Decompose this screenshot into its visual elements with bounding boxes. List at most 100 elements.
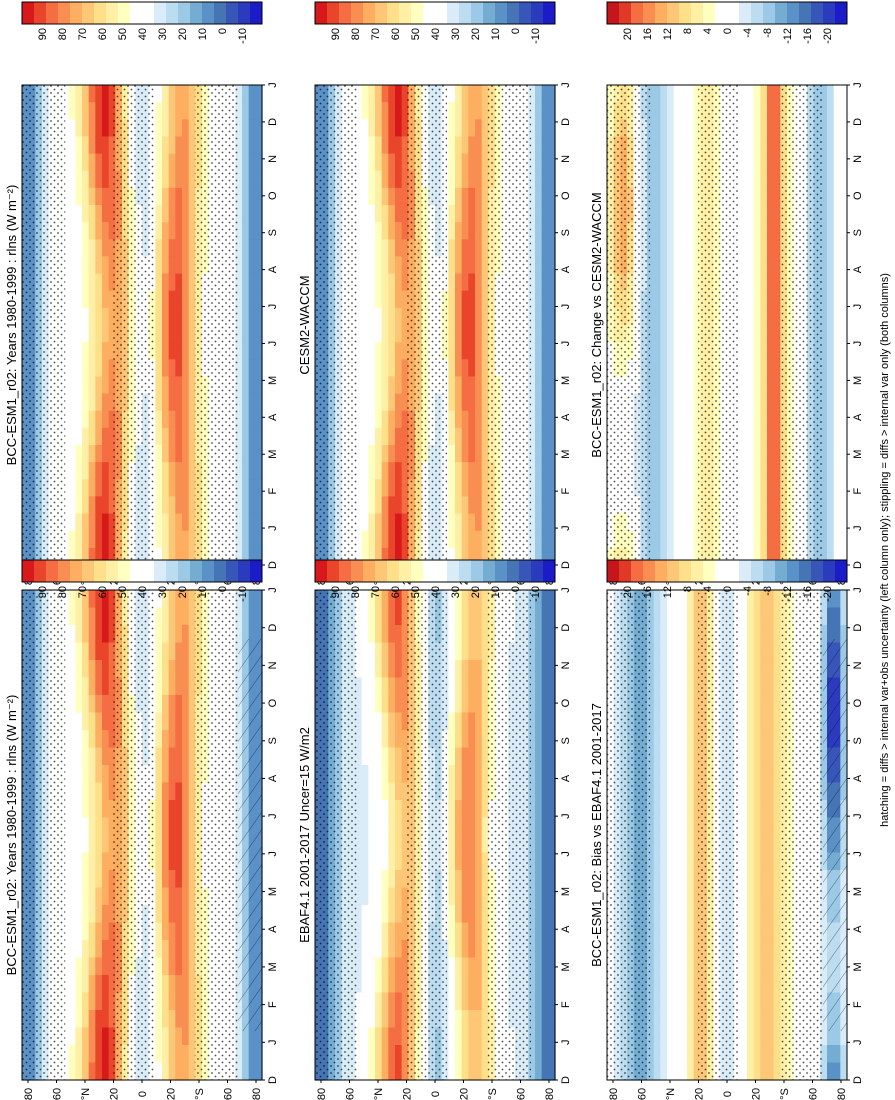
heatmap-cell xyxy=(840,153,848,172)
heatmap-cell xyxy=(75,170,83,189)
heatmap-cell xyxy=(188,957,196,976)
heatmap-cell xyxy=(395,730,403,749)
heatmap-cell xyxy=(833,290,841,309)
heatmap-cell xyxy=(740,325,748,343)
heatmap-cell xyxy=(68,975,76,994)
heatmap-cell xyxy=(188,376,196,395)
heatmap-cell xyxy=(455,922,463,941)
heatmap-cell xyxy=(182,730,190,749)
heatmap-cell xyxy=(235,462,243,480)
colorbar-label: 40 xyxy=(137,28,149,40)
heatmap-cell xyxy=(75,496,83,515)
heatmap-cell xyxy=(840,222,848,240)
heatmap-cell xyxy=(388,870,396,889)
heatmap-cell xyxy=(760,479,768,498)
colorbar-label: 80 xyxy=(57,28,69,40)
heatmap-cell xyxy=(535,187,543,206)
heatmap-cell xyxy=(102,782,110,801)
heatmap-cell xyxy=(381,222,389,240)
heatmap-cell xyxy=(82,677,90,696)
heatmap-cell xyxy=(82,136,90,155)
heatmap-cell xyxy=(75,102,83,120)
heatmap-cell xyxy=(182,835,190,854)
heatmap-cell xyxy=(395,239,403,258)
heatmap-cell xyxy=(660,307,668,326)
heatmap-cell xyxy=(108,273,116,292)
heatmap-cell xyxy=(242,376,250,395)
heatmap-cell xyxy=(653,239,661,258)
heatmap-cell xyxy=(375,817,383,836)
heatmap-cell xyxy=(368,359,376,378)
heatmap-cell xyxy=(82,325,90,343)
heatmap-cell xyxy=(401,445,409,463)
heatmap-cell xyxy=(95,393,103,412)
heatmap-cell xyxy=(693,222,701,240)
heatmap-cell xyxy=(448,660,456,679)
heatmap-cell xyxy=(75,153,83,172)
heatmap-cell xyxy=(455,445,463,463)
heatmap-cell xyxy=(673,205,681,223)
heatmap-cell xyxy=(647,187,655,206)
month-tick-label: J xyxy=(267,82,279,88)
heatmap-cell xyxy=(461,119,469,138)
heatmap-cell xyxy=(667,479,675,498)
heatmap-cell xyxy=(355,222,363,240)
heatmap-cell xyxy=(235,376,243,395)
heatmap-cell xyxy=(155,712,163,731)
heatmap-cell xyxy=(401,905,409,924)
heatmap-cell xyxy=(82,239,90,258)
heatmap-cell xyxy=(82,607,90,626)
heatmap-cell xyxy=(753,205,761,223)
heatmap-cell xyxy=(108,975,116,994)
colorbar-swatch xyxy=(130,560,143,582)
heatmap-cell xyxy=(162,1045,170,1064)
heatmap-cell xyxy=(188,530,196,549)
heatmap-cell xyxy=(548,462,556,480)
heatmap-cell xyxy=(188,607,196,626)
heatmap-cell xyxy=(355,590,363,609)
heatmap-cell xyxy=(155,642,163,661)
heatmap-cell xyxy=(361,376,369,395)
heatmap-cell xyxy=(188,513,196,532)
heatmap-cell xyxy=(653,102,661,120)
heatmap-cell xyxy=(108,1010,116,1029)
heatmap-cell xyxy=(162,1062,170,1081)
heatmap-cell xyxy=(680,325,688,343)
heatmap-cell xyxy=(375,730,383,749)
heatmap-cell xyxy=(68,256,76,275)
heatmap-cell xyxy=(375,462,383,480)
heatmap-cell xyxy=(401,376,409,395)
heatmap-cell xyxy=(673,479,681,498)
heatmap-cell xyxy=(448,940,456,959)
heatmap-cell xyxy=(102,342,110,360)
heatmap-cell xyxy=(182,205,190,223)
heatmap-cell xyxy=(660,85,668,103)
heatmap-cell xyxy=(760,85,768,103)
heatmap-cell xyxy=(175,376,183,395)
heatmap-cell xyxy=(760,256,768,275)
colorbar-label: 10 xyxy=(490,28,502,40)
heatmap-cell xyxy=(361,479,369,498)
heatmap-cell xyxy=(680,136,688,155)
heatmap-cell xyxy=(481,547,489,566)
heatmap-cell xyxy=(361,905,369,924)
heatmap-cell xyxy=(395,747,403,766)
heatmap-cell xyxy=(95,747,103,766)
heatmap-cell xyxy=(155,975,163,994)
heatmap-cell xyxy=(381,817,389,836)
heatmap-cell xyxy=(760,102,768,120)
heatmap-cell xyxy=(68,940,76,959)
heatmap-cell xyxy=(95,940,103,959)
heatmap-cell xyxy=(548,187,556,206)
heatmap-cell xyxy=(833,119,841,138)
month-tick-label: D xyxy=(560,561,572,569)
heatmap-cell xyxy=(475,496,483,515)
heatmap-cell xyxy=(368,479,376,498)
heatmap-cell xyxy=(248,85,256,103)
heatmap-cell xyxy=(175,85,183,103)
heatmap-cell xyxy=(168,547,176,566)
heatmap-cell xyxy=(401,85,409,103)
heatmap-cell xyxy=(653,376,661,395)
heatmap-cell xyxy=(475,119,483,138)
heatmap-cell xyxy=(767,136,775,155)
